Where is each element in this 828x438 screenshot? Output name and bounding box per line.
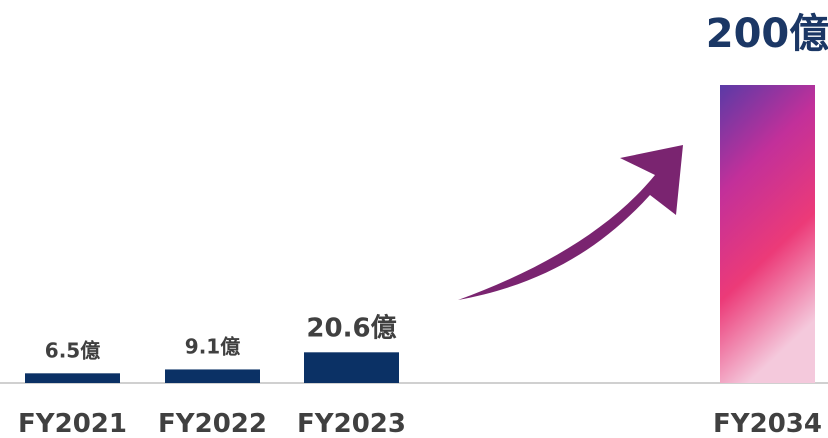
growth-arrow: [458, 145, 683, 300]
value-label: 9.1億: [185, 334, 240, 358]
bar: [165, 369, 260, 383]
bar: [304, 352, 399, 383]
bar: [720, 85, 815, 383]
x-tick-label: FY2022: [158, 409, 267, 438]
value-label: 20.6億: [306, 313, 396, 343]
bar: [25, 373, 120, 383]
x-tick-label: FY2034: [713, 409, 822, 438]
x-tick-label: FY2023: [297, 409, 406, 438]
x-tick-label: FY2021: [18, 409, 127, 438]
value-label: 200億: [706, 11, 828, 57]
value-label: 6.5億: [45, 338, 100, 362]
